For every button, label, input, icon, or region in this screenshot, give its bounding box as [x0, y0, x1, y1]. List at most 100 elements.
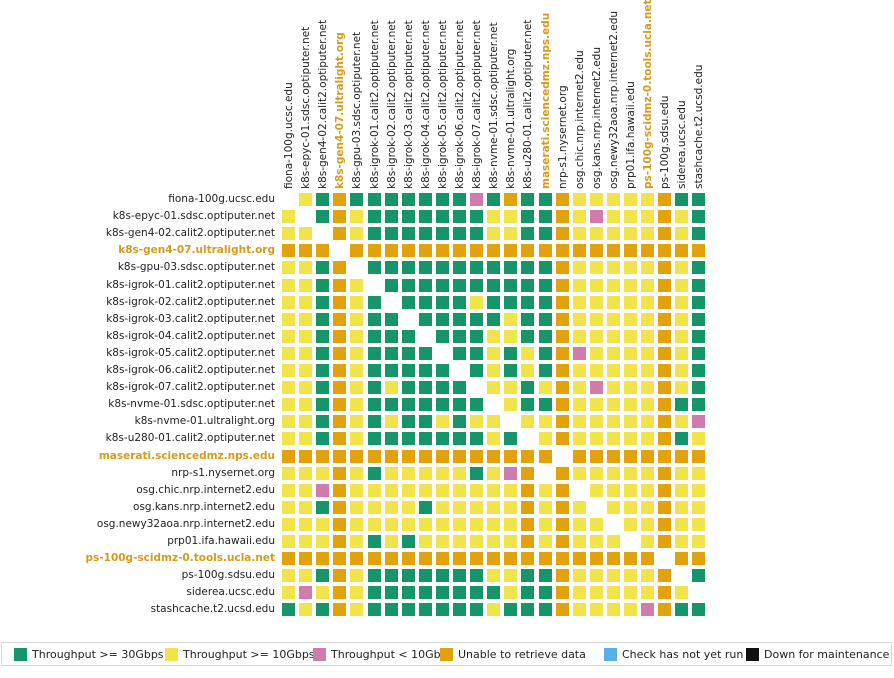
matrix-cell[interactable] — [538, 603, 552, 617]
matrix-cell[interactable] — [487, 483, 501, 497]
matrix-cell[interactable] — [418, 261, 432, 275]
matrix-cell[interactable] — [401, 398, 415, 412]
matrix-cell[interactable] — [418, 295, 432, 309]
matrix-cell[interactable] — [624, 278, 637, 292]
matrix-cell[interactable] — [589, 381, 603, 395]
matrix-cell[interactable] — [333, 586, 347, 600]
matrix-cell[interactable] — [658, 381, 672, 395]
matrix-cell[interactable] — [538, 329, 552, 343]
matrix-cell[interactable] — [282, 586, 295, 600]
matrix-cell[interactable] — [624, 483, 637, 497]
matrix-cell[interactable] — [658, 295, 672, 309]
matrix-cell[interactable] — [487, 244, 501, 258]
matrix-cell[interactable] — [675, 586, 689, 600]
matrix-cell[interactable] — [555, 244, 569, 258]
matrix-cell[interactable] — [675, 364, 689, 377]
matrix-cell[interactable] — [521, 415, 535, 429]
matrix-cell[interactable] — [589, 569, 603, 583]
matrix-cell[interactable] — [589, 432, 603, 446]
matrix-cell[interactable] — [487, 193, 501, 206]
matrix-cell[interactable] — [299, 346, 313, 360]
matrix-cell[interactable] — [538, 261, 552, 275]
matrix-cell[interactable] — [487, 210, 501, 224]
matrix-cell[interactable] — [555, 261, 569, 275]
matrix-cell[interactable] — [641, 227, 655, 241]
matrix-cell[interactable] — [333, 569, 347, 583]
matrix-cell[interactable] — [521, 210, 535, 224]
matrix-cell[interactable] — [504, 569, 518, 583]
matrix-cell[interactable] — [453, 535, 466, 548]
matrix-cell[interactable] — [418, 312, 432, 326]
matrix-cell[interactable] — [350, 244, 364, 258]
matrix-cell[interactable] — [504, 466, 518, 480]
matrix-cell[interactable] — [401, 346, 415, 360]
matrix-cell[interactable] — [606, 278, 620, 292]
matrix-cell[interactable] — [606, 398, 620, 412]
matrix-cell[interactable] — [453, 295, 466, 309]
matrix-cell[interactable] — [470, 500, 484, 514]
matrix-cell[interactable] — [384, 500, 398, 514]
matrix-cell[interactable] — [487, 535, 501, 548]
matrix-cell[interactable] — [504, 312, 518, 326]
matrix-cell[interactable] — [299, 432, 313, 446]
matrix-cell[interactable] — [435, 261, 449, 275]
matrix-cell[interactable] — [504, 432, 518, 446]
matrix-cell[interactable] — [350, 278, 364, 292]
matrix-cell[interactable] — [367, 381, 381, 395]
matrix-cell[interactable] — [367, 210, 381, 224]
matrix-cell[interactable] — [589, 449, 603, 463]
matrix-cell[interactable] — [487, 603, 501, 617]
matrix-cell[interactable] — [504, 449, 518, 463]
matrix-cell[interactable] — [641, 500, 655, 514]
matrix-cell[interactable] — [538, 415, 552, 429]
matrix-cell[interactable] — [658, 535, 672, 548]
matrix-cell[interactable] — [435, 449, 449, 463]
matrix-cell[interactable] — [641, 261, 655, 275]
matrix-cell[interactable] — [589, 535, 603, 548]
matrix-cell[interactable] — [316, 449, 330, 463]
matrix-cell[interactable] — [401, 603, 415, 617]
matrix-cell[interactable] — [504, 535, 518, 548]
matrix-cell[interactable] — [350, 227, 364, 241]
matrix-cell[interactable] — [316, 193, 330, 206]
matrix-cell[interactable] — [401, 415, 415, 429]
matrix-cell[interactable] — [367, 535, 381, 548]
matrix-cell[interactable] — [606, 364, 620, 377]
matrix-cell[interactable] — [367, 261, 381, 275]
matrix-cell[interactable] — [521, 466, 535, 480]
matrix-cell[interactable] — [470, 244, 484, 258]
matrix-cell[interactable] — [692, 364, 706, 377]
matrix-cell[interactable] — [572, 364, 586, 377]
matrix-cell[interactable] — [555, 552, 569, 566]
matrix-cell[interactable] — [367, 466, 381, 480]
matrix-cell[interactable] — [453, 346, 466, 360]
matrix-cell[interactable] — [418, 346, 432, 360]
matrix-cell[interactable] — [453, 312, 466, 326]
matrix-cell[interactable] — [658, 312, 672, 326]
matrix-cell[interactable] — [589, 278, 603, 292]
matrix-cell[interactable] — [572, 569, 586, 583]
matrix-cell[interactable] — [316, 210, 330, 224]
matrix-cell[interactable] — [521, 329, 535, 343]
matrix-cell[interactable] — [624, 312, 637, 326]
matrix-cell[interactable] — [538, 381, 552, 395]
matrix-cell[interactable] — [435, 210, 449, 224]
matrix-cell[interactable] — [367, 244, 381, 258]
matrix-cell[interactable] — [435, 244, 449, 258]
matrix-cell[interactable] — [367, 193, 381, 206]
matrix-cell[interactable] — [589, 586, 603, 600]
matrix-cell[interactable] — [470, 483, 484, 497]
matrix-cell[interactable] — [384, 552, 398, 566]
matrix-cell[interactable] — [692, 261, 706, 275]
matrix-cell[interactable] — [555, 500, 569, 514]
matrix-cell[interactable] — [641, 466, 655, 480]
matrix-cell[interactable] — [282, 346, 295, 360]
matrix-cell[interactable] — [606, 312, 620, 326]
matrix-cell[interactable] — [675, 227, 689, 241]
matrix-cell[interactable] — [641, 193, 655, 206]
matrix-cell[interactable] — [658, 586, 672, 600]
matrix-cell[interactable] — [470, 398, 484, 412]
matrix-cell[interactable] — [692, 415, 706, 429]
matrix-cell[interactable] — [418, 244, 432, 258]
matrix-cell[interactable] — [538, 295, 552, 309]
